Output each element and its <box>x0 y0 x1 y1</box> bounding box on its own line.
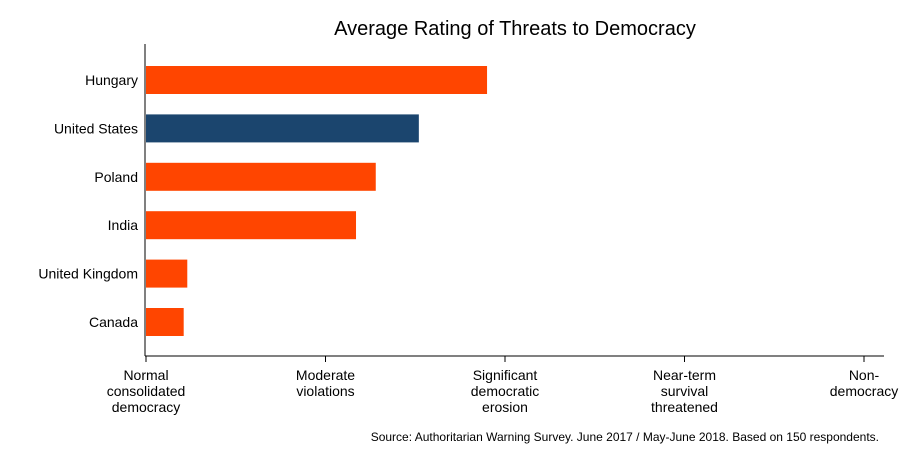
chart-title: Average Rating of Threats to Democracy <box>334 18 696 40</box>
x-tick-label-3: Near-term survival threatened <box>651 367 718 415</box>
x-tick-label-0: Normal consolidated democracy <box>107 367 186 415</box>
x-tick-label-1: Moderate violations <box>296 367 355 399</box>
bar-united-kingdom <box>146 259 188 288</box>
bar-india <box>146 211 357 240</box>
category-label-united-kingdom: United Kingdom <box>38 266 138 282</box>
category-label-india: India <box>108 217 139 233</box>
category-labels: Hungary United States Poland India United Ki… <box>38 72 138 330</box>
bar-hungary <box>146 66 488 94</box>
x-tick-label-4: Non-democracy <box>830 367 898 399</box>
bar-poland <box>146 162 376 191</box>
x-ticks: Normal consolidated democracy Moderate viola… <box>107 356 898 415</box>
x-tick-label-2: Significant democratic erosion <box>471 367 539 415</box>
category-label-united-states: United States <box>54 120 138 136</box>
bar-united-states <box>146 114 419 143</box>
category-label-poland: Poland <box>94 169 138 185</box>
source-note: Source: Authoritarian Warning Survey. Ju… <box>371 430 879 444</box>
bar-group <box>146 66 488 336</box>
category-label-canada: Canada <box>89 314 138 330</box>
bar-canada <box>146 308 184 336</box>
category-label-hungary: Hungary <box>85 72 138 88</box>
